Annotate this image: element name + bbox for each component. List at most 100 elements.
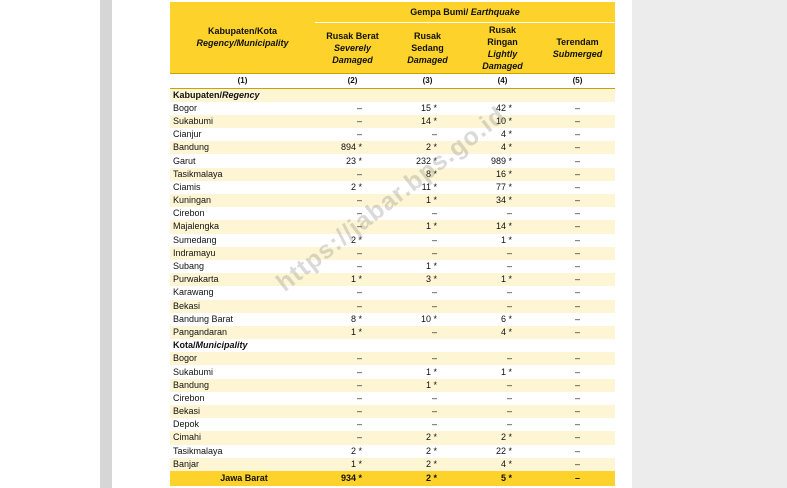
- column-number: (3): [390, 72, 465, 89]
- cell: –: [574, 155, 580, 166]
- header-text-en: Damaged: [407, 54, 448, 65]
- cell: 2 *: [390, 431, 465, 445]
- row-label: Bandung: [170, 141, 315, 155]
- table-row: Bandung 894 * 2 * 4 * –: [170, 141, 615, 155]
- cell: 2 *: [390, 141, 465, 155]
- cell: 2 *: [350, 234, 362, 245]
- cell: –: [540, 325, 615, 340]
- cell: –: [574, 102, 580, 113]
- table-row: Garut 23 * 232 * 989 * –: [170, 154, 615, 167]
- damage-table: Kabupaten/Kota Regency/Municipality Gempa …: [170, 2, 615, 486]
- table-row: Cirebon – – – –: [170, 207, 615, 220]
- column-number: (2): [315, 72, 390, 89]
- cell: –: [540, 114, 615, 129]
- cell: –: [506, 208, 512, 219]
- cell: –: [465, 378, 540, 392]
- row-label: Sukabumi: [170, 114, 315, 129]
- side-strip: [100, 0, 112, 488]
- row-label: Jawa Barat: [170, 470, 315, 486]
- cell: –: [315, 405, 390, 419]
- table-row: Bekasi – – – –: [170, 405, 615, 419]
- cell: –: [540, 431, 615, 445]
- row-label: Kuningan: [170, 194, 315, 208]
- cell: –: [540, 470, 615, 486]
- section-text: Kota/: [173, 340, 196, 351]
- cell: –: [431, 208, 437, 219]
- cell: –: [315, 114, 390, 129]
- table-row: Sukabumi –14 * 10 * –: [170, 114, 615, 129]
- row-label: Indramayu: [170, 246, 315, 260]
- cell: –: [574, 419, 580, 430]
- row-label: Bogor: [173, 102, 198, 113]
- cell: 23 *: [345, 155, 362, 166]
- cell: –: [540, 167, 615, 181]
- cell: 894 *: [315, 141, 390, 155]
- cell: 4 *: [465, 325, 540, 340]
- cell: –: [356, 129, 362, 140]
- row-label: Tasikmalaya: [173, 445, 223, 456]
- table-row: Bogor – – – –: [170, 352, 615, 366]
- table-row: Tasikmalaya 2 * 2 * 22 * –: [170, 445, 615, 458]
- cell: –: [431, 287, 437, 298]
- cell: –: [390, 352, 465, 366]
- cell: –: [574, 366, 580, 377]
- table-row: Depok – – – –: [170, 418, 615, 431]
- cell: 10 *: [465, 114, 540, 129]
- cell: –: [574, 313, 580, 324]
- cell: –: [465, 299, 540, 313]
- cell: 42 *: [495, 102, 512, 113]
- row-label: Tasikmalaya: [170, 167, 315, 181]
- background-panel: [632, 0, 787, 488]
- cell: –: [431, 129, 437, 140]
- row-label: Bandung Barat: [173, 313, 234, 324]
- cell: 15 *: [420, 102, 437, 113]
- table-row: Bandung Barat 8 * 10 * 6 * –: [170, 313, 615, 326]
- header-text: Rusak Ringan: [487, 24, 518, 47]
- cell: 1 *: [315, 457, 390, 471]
- row-label: Depok: [173, 419, 200, 430]
- table-row: Subang – 1 * – –: [170, 260, 615, 273]
- row-label: Sukabumi: [173, 366, 214, 377]
- cell: 2 *: [425, 445, 437, 456]
- column-number: (4): [465, 72, 540, 89]
- cell: 1 *: [500, 234, 512, 245]
- cell: 16 *: [465, 167, 540, 181]
- cell: 934 *: [315, 470, 390, 486]
- cell: 8 *: [350, 313, 362, 324]
- cell: 989 *: [490, 155, 512, 166]
- cell: –: [540, 352, 615, 366]
- column-header: Terendam Submerged: [540, 22, 615, 73]
- cell: –: [574, 129, 580, 140]
- table-row: Cimahi –2 * 2 * –: [170, 431, 615, 445]
- group-header: Gempa Bumi/ Earthquake: [315, 2, 615, 23]
- cell: –: [315, 299, 390, 313]
- cell: –: [574, 287, 580, 298]
- cell: 77 *: [495, 181, 512, 192]
- header-text: Rusak Berat: [326, 30, 379, 41]
- table-row: Bekasi – – – –: [170, 299, 615, 313]
- cell: 4 *: [465, 141, 540, 155]
- section-text: Kabupaten/: [173, 89, 223, 100]
- cell: –: [315, 246, 390, 260]
- cell: 1 *: [315, 325, 390, 340]
- cell: 34 *: [465, 194, 540, 208]
- cell: 1 *: [500, 366, 512, 377]
- row-label: Pangandaran: [170, 325, 315, 340]
- header-text: Kabupaten/Kota: [207, 26, 277, 37]
- section-title: Kabupaten/Regency: [170, 88, 615, 102]
- cell: –: [431, 419, 437, 430]
- row-label: Banjar: [170, 457, 315, 471]
- table-row: Tasikmalaya –8 * 16 * –: [170, 167, 615, 181]
- cell: –: [390, 299, 465, 313]
- section-row: Kota/Municipality: [170, 339, 615, 352]
- cell: –: [315, 194, 390, 208]
- cell: –: [315, 378, 390, 392]
- row-label: Bekasi: [170, 299, 315, 313]
- row-label: Cirebon: [173, 392, 205, 403]
- cell: 5 *: [465, 470, 540, 486]
- cell: 2 *: [350, 181, 362, 192]
- cell: –: [540, 141, 615, 155]
- cell: –: [315, 220, 390, 234]
- header-text-en: Earthquake: [470, 6, 520, 17]
- header-row: Kabupaten/Kota Regency/Municipality Gempa …: [170, 2, 615, 73]
